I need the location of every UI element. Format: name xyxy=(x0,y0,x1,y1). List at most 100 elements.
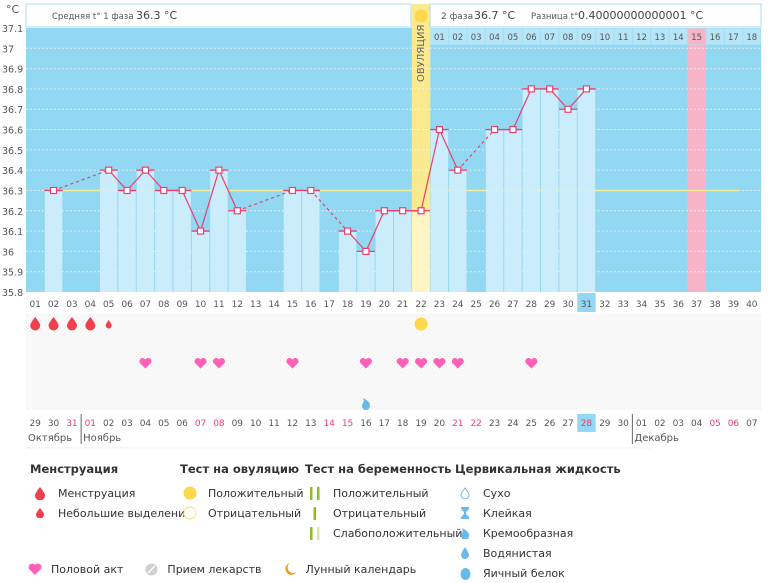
temperature-bar xyxy=(522,88,540,292)
heart-icon xyxy=(433,357,446,369)
temperature-point xyxy=(380,207,388,215)
luteal-day-cell xyxy=(467,28,486,45)
phase2-box xyxy=(429,3,762,28)
egg-white-icon xyxy=(455,565,475,581)
legend-label: Половой акт xyxy=(51,562,124,576)
cycle-day-label: 30 xyxy=(562,300,574,310)
legend-cervical-fluid: Цервикальная жидкость Сухо Клейкая Кремо… xyxy=(455,462,621,583)
temperature-point xyxy=(123,186,131,195)
temperature-point xyxy=(215,166,223,174)
temperature-point xyxy=(454,166,462,174)
small-blood-drop-icon xyxy=(105,320,112,329)
temperature-point xyxy=(490,125,499,134)
temperature-line-segment xyxy=(420,129,441,211)
gap-line-segment xyxy=(53,169,109,192)
luteal-day-label: 11 xyxy=(618,33,629,43)
cycle-day-label: 02 xyxy=(48,300,59,310)
ovulation-label: ОВУЛЯЦИЯ xyxy=(416,25,427,83)
luteal-day-cell xyxy=(504,28,522,45)
temperature-bar xyxy=(302,190,320,292)
ovulation-positive-icon xyxy=(180,485,200,501)
diff-label: Разница t° xyxy=(531,12,578,22)
cycle-day-label: 16 xyxy=(305,300,317,310)
sticky-icon xyxy=(455,505,475,521)
legend-item: Отрицательный xyxy=(180,503,304,523)
legend-item: Небольшие выделения xyxy=(30,503,192,523)
luteal-day-label: 04 xyxy=(489,33,500,43)
y-tick-label: 36.9 xyxy=(2,65,23,76)
temperature-bar xyxy=(394,210,412,292)
y-tick-label: 36.2 xyxy=(2,207,23,218)
cycle-day-label: 07 xyxy=(140,300,151,310)
legend-item: Прием лекарств xyxy=(145,562,262,576)
temperature-line-segment xyxy=(365,210,385,252)
legend-item: Менструация xyxy=(30,483,192,503)
luteal-day-label: 01 xyxy=(434,33,445,43)
temperature-point xyxy=(233,207,241,215)
calendar-date-label: 03 xyxy=(673,419,684,429)
heart-icon xyxy=(212,357,225,369)
calendar-date-label: 22 xyxy=(470,419,481,429)
cycle-day-label: 25 xyxy=(470,300,481,310)
moon-icon xyxy=(284,562,297,576)
cycle-day-label: 24 xyxy=(452,300,464,310)
luteal-day-cell xyxy=(742,28,761,45)
phase1-value: 36.3 °C xyxy=(136,9,177,22)
temperature-point xyxy=(160,186,168,195)
temperature-point xyxy=(307,186,315,195)
legend-item: Слабоположительный xyxy=(305,523,462,543)
cycle-day-label: 17 xyxy=(323,300,334,310)
calendar-date-label: 23 xyxy=(489,419,500,429)
luteal-day-label: 15 xyxy=(691,33,702,43)
current-day-highlight xyxy=(577,293,596,312)
cycle-day-label: 09 xyxy=(176,300,188,310)
temperature-point xyxy=(178,186,186,195)
luteal-day-cell xyxy=(614,28,633,45)
heart-icon xyxy=(139,357,152,369)
temperature-bar xyxy=(375,210,393,292)
month-label: Декабрь xyxy=(634,433,679,444)
luteal-day-label: 16 xyxy=(710,33,721,43)
temperature-point xyxy=(509,125,517,134)
luteal-day-label: 13 xyxy=(655,33,666,43)
temperature-bar xyxy=(449,170,467,292)
y-tick-label: 36.4 xyxy=(2,166,23,177)
legend-label: Небольшие выделения xyxy=(58,506,192,520)
legend-label: Водянистая xyxy=(483,546,552,560)
pill-icon xyxy=(145,563,158,576)
heart-icon xyxy=(194,357,207,369)
cycle-day-label: 22 xyxy=(415,300,426,310)
legend-label: Прием лекарств xyxy=(167,562,262,576)
calendar-date-label: 31 xyxy=(66,419,77,429)
heart-icon xyxy=(525,357,538,369)
calendar-date-label: 15 xyxy=(342,419,353,429)
legend-label: Отрицательный xyxy=(208,506,302,520)
temperature-point xyxy=(196,227,205,235)
y-tick-label: 36.1 xyxy=(2,227,23,238)
pregnancy-positive-icon xyxy=(305,485,325,501)
temperature-point xyxy=(527,85,535,93)
heart-icon xyxy=(451,357,464,369)
calendar-date-label: 30 xyxy=(48,419,60,429)
legend-item: Половой акт xyxy=(28,563,123,576)
cycle-day-label: 04 xyxy=(85,300,97,310)
luteal-day-label: 12 xyxy=(636,33,647,43)
heart-icon xyxy=(415,357,428,369)
y-tick-label: 36.6 xyxy=(2,126,23,137)
cycle-day-label: 31 xyxy=(581,300,592,310)
temperature-point xyxy=(417,207,425,215)
legend-label: Положительный xyxy=(208,486,304,500)
temperature-bar xyxy=(118,190,136,292)
temperature-bar xyxy=(541,88,559,292)
calendar-date-label: 28 xyxy=(581,419,593,429)
temperature-point xyxy=(564,105,572,113)
calendar-date-label: 16 xyxy=(360,419,372,429)
pregnancy-negative-icon xyxy=(305,505,325,521)
cycle-day-label: 14 xyxy=(268,300,280,310)
temperature-bar xyxy=(559,109,577,292)
blood-drop-icon xyxy=(66,317,77,331)
luteal-day-label: 17 xyxy=(728,33,739,43)
temperature-point xyxy=(435,125,444,134)
y-unit-label: °C xyxy=(6,3,20,16)
temperature-point xyxy=(288,186,297,195)
